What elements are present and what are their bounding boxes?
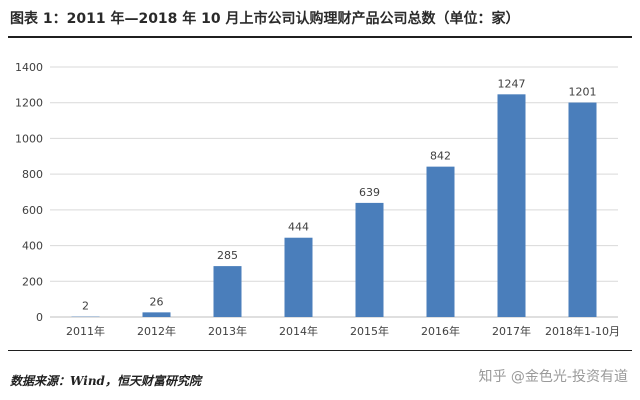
y-tick-label-1400: 1400 (15, 61, 43, 74)
watermark: 知乎 @金色光-投资有道 (478, 369, 628, 385)
x-tick-label-5: 2016年 (421, 324, 460, 338)
y-tick-label-0: 0 (36, 311, 43, 324)
y-tick-label-800: 800 (22, 168, 43, 181)
bar-6 (497, 94, 526, 317)
bar-3 (284, 237, 313, 317)
data-label-7: 1201 (569, 86, 597, 99)
data-label-0: 2 (82, 300, 89, 313)
bar-4 (355, 202, 384, 317)
bar-chart: 0 200 400 600 800 1000 1200 1400 2 2011年 26 2012年 28… (15, 61, 620, 338)
data-label-6: 1247 (498, 77, 526, 90)
bar-5 (426, 166, 455, 317)
data-label-1: 26 (150, 295, 164, 308)
data-label-5: 842 (430, 150, 451, 163)
y-tick-label-1000: 1000 (15, 132, 43, 145)
x-tick-label-3: 2014年 (279, 324, 318, 338)
chart-title: 图表 1：2011 年—2018 年 10 月上市公司认购理财产品公司总数（单位… (10, 11, 520, 27)
data-source-note: 数据来源：Wind，恒天财富研究院 (10, 374, 201, 388)
x-tick-label-7: 2018年1-10月 (545, 324, 620, 338)
y-tick-label-1200: 1200 (15, 97, 43, 110)
data-label-2: 285 (217, 249, 238, 262)
x-tick-label-2: 2013年 (208, 324, 247, 338)
y-tick-label-200: 200 (22, 275, 43, 288)
x-tick-label-6: 2017年 (492, 324, 531, 338)
x-tick-label-0: 2011年 (66, 324, 105, 338)
title-rule (8, 36, 632, 38)
bar-2 (213, 266, 242, 317)
x-tick-label-1: 2012年 (137, 324, 176, 338)
y-tick-label-400: 400 (22, 240, 43, 253)
data-label-4: 639 (359, 186, 380, 199)
data-label-3: 444 (288, 221, 309, 234)
y-tick-label-600: 600 (22, 204, 43, 217)
x-tick-label-4: 2015年 (350, 324, 389, 338)
source-rule (8, 350, 632, 351)
bar-7 (568, 102, 597, 318)
bar-1 (142, 312, 171, 317)
